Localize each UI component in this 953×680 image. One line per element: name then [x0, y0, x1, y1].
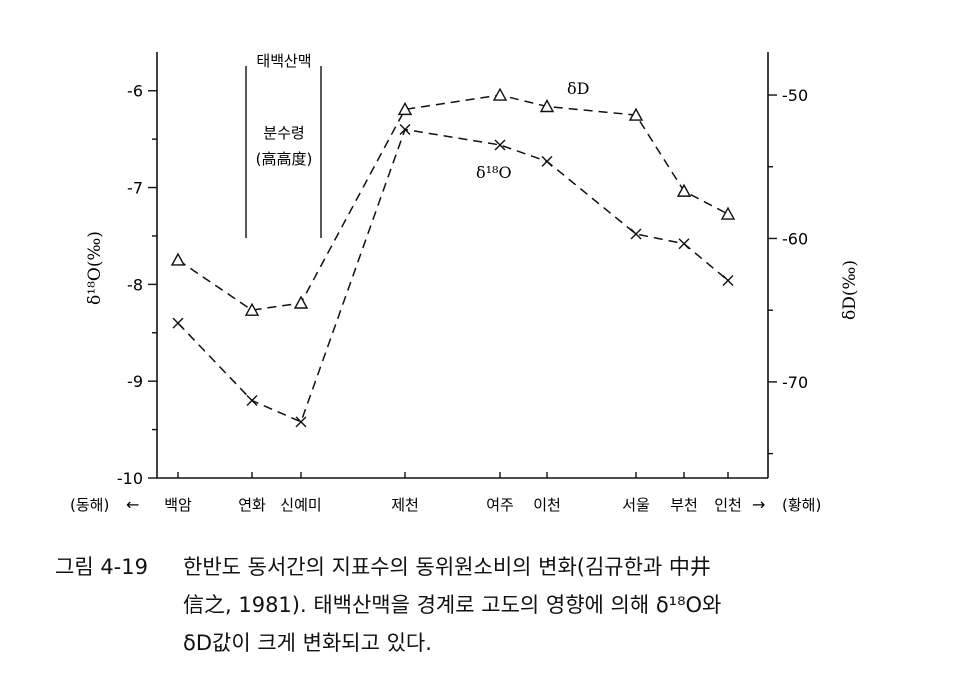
caption-line-2: 信之, 1981). 태백산맥을 경계로 고도의 영향에 의해 δ¹⁸O와	[183, 593, 722, 617]
series-group	[170, 87, 736, 428]
y-axis-left-label: δ¹⁸O(‰)	[85, 231, 105, 305]
annotation-middle-label: 분수령	[263, 124, 304, 142]
d18O-point	[722, 274, 734, 286]
dD-point	[397, 101, 413, 116]
x-side-label-left: (동해)	[70, 496, 109, 514]
dD-point	[628, 107, 644, 121]
x-side-arrow-right: →	[752, 495, 765, 514]
x-side-arrow-left: ←	[126, 495, 139, 514]
dD-point	[720, 206, 736, 220]
annotation-bottom-label: (高高度)	[256, 150, 313, 168]
y-axis-right-label: δD(‰)	[840, 260, 860, 320]
caption-line-1: 그림 4-19 한반도 동서간의 지표수의 동위원소비의 변화(김규한과 中井	[55, 548, 935, 586]
series-label-dD: δD	[567, 79, 589, 98]
d18O-point	[172, 317, 184, 329]
right-tick-label: -60	[782, 229, 808, 248]
cross-stroke	[172, 317, 184, 329]
d18O-point	[494, 139, 506, 151]
figure-number: 그림 4-19	[55, 555, 148, 579]
d18O-point	[295, 416, 307, 428]
d18O-point	[630, 228, 642, 240]
cross-stroke	[246, 395, 258, 407]
dD-point	[293, 295, 309, 309]
cross-stroke	[722, 274, 734, 286]
d18O-point	[246, 395, 258, 407]
x-tick-label: 제천	[391, 496, 419, 514]
right-tick-label: -50	[782, 86, 808, 105]
left-tick-label: -6	[127, 82, 143, 101]
right-tick-label: -70	[782, 373, 808, 392]
cross-stroke	[295, 416, 307, 428]
x-tick-label: 연화	[238, 496, 266, 514]
series-line-d18O	[177, 128, 729, 423]
dD-point	[539, 99, 555, 113]
x-tick-label: 여주	[486, 496, 514, 514]
d18O-point	[541, 155, 553, 167]
annotation-top-label: 태백산맥	[256, 52, 311, 70]
x-tick-label: 인천	[714, 496, 742, 514]
figure-caption: 그림 4-19 한반도 동서간의 지표수의 동위원소비의 변화(김규한과 中井 信…	[55, 548, 935, 662]
cross-stroke	[630, 228, 642, 240]
left-tick-label: -7	[127, 179, 143, 198]
x-tick-label: 이천	[533, 496, 561, 514]
x-tick-label: 백암	[164, 496, 192, 514]
dD-point	[244, 302, 260, 316]
x-side-label-right: (황해)	[782, 496, 821, 514]
axis-labels: δ¹⁸O(‰) δD(‰) δD δ¹⁸O	[85, 79, 860, 320]
x-tick-label: 신예미	[280, 496, 321, 514]
caption-text-1: 한반도 동서간의 지표수의 동위원소비의 변화(김규한과 中井	[183, 555, 711, 579]
cross-stroke	[678, 238, 690, 250]
left-tick-label: -10	[117, 469, 143, 488]
left-tick-label: -9	[127, 372, 143, 391]
caption-line-3: δD값이 크게 변화되고 있다.	[183, 631, 432, 655]
d18O-point	[399, 123, 411, 135]
d18O-point	[678, 238, 690, 250]
cross-stroke	[399, 123, 411, 135]
dD-point	[492, 87, 508, 101]
left-tick-label: -8	[127, 275, 143, 294]
x-tick-label: 부천	[670, 496, 698, 514]
chart-area: -6 -7 -8 -9 -10 -50 -60 -70 백암 연화 신예미 제천 여주 이천 서울 부천 인천 (…	[70, 52, 860, 514]
series-label-d18O: δ¹⁸O	[476, 163, 512, 182]
series-line-dD	[177, 94, 729, 311]
cross-stroke	[541, 155, 553, 167]
cross-stroke	[494, 139, 506, 151]
x-tick-label: 서울	[622, 496, 650, 514]
dD-point	[170, 252, 186, 266]
dD-point	[676, 183, 692, 197]
axes: -6 -7 -8 -9 -10 -50 -60 -70 백암 연화 신예미 제천 여주 이천 서울 부천 인천 (…	[70, 52, 821, 514]
